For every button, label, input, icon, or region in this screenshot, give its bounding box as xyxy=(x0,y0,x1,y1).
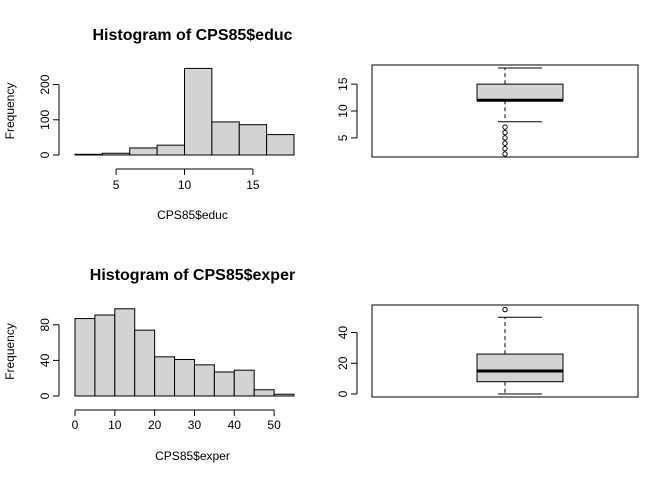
histogram-bar xyxy=(184,67,213,156)
boxplot-1: 5 10 15 xyxy=(336,64,639,158)
y-tick-label: 0 xyxy=(38,151,52,158)
plot-frame xyxy=(371,64,639,158)
outlier-point xyxy=(502,135,508,141)
x-tick-label: 0 xyxy=(72,418,79,432)
outlier-point xyxy=(502,151,508,157)
y-axis-label: Frequency xyxy=(3,323,17,380)
y-tick-label: 200 xyxy=(38,74,52,94)
histogram-bar xyxy=(174,359,195,397)
histogram-0: Histogram of CPS85$educ 0 100 200 5 10 15 CPS85… xyxy=(3,27,295,222)
histogram-bar xyxy=(94,314,116,397)
histogram-bar xyxy=(154,356,176,397)
x-tick-label: 10 xyxy=(178,178,192,192)
y-tick-label: 0 xyxy=(38,392,52,399)
y-tick-label: 40 xyxy=(38,353,52,367)
outlier-point xyxy=(502,145,508,152)
histogram-bar xyxy=(156,144,185,156)
histogram-bar xyxy=(273,393,295,397)
histogram-2: Histogram of CPS85$exper 0 40 80 0 10 20 30 40 50… xyxy=(3,267,295,463)
x-tick-label: 50 xyxy=(267,418,281,432)
boxplot-3: 0 20 40 xyxy=(336,304,639,398)
histogram-bar xyxy=(74,318,96,397)
x-axis-label: CPS85$exper xyxy=(155,449,230,463)
histogram-bar xyxy=(134,329,156,397)
histogram-bar xyxy=(211,121,240,156)
box-iqr xyxy=(476,83,564,101)
histogram-bar xyxy=(114,308,136,397)
histogram-bar xyxy=(193,364,215,397)
histogram-bar xyxy=(253,389,275,397)
histogram-bar xyxy=(74,153,103,156)
histogram-bar xyxy=(101,152,131,156)
x-tick-label: 40 xyxy=(228,418,242,432)
histogram-bar xyxy=(238,124,268,156)
x-tick-label: 5 xyxy=(113,178,120,192)
outlier-point xyxy=(502,140,508,146)
histogram-bar xyxy=(233,369,255,397)
y-tick-label: 10 xyxy=(336,104,350,118)
histogram-bar xyxy=(213,371,235,397)
x-tick-label: 10 xyxy=(108,418,122,432)
outlier-point xyxy=(502,306,508,313)
chart-title: Histogram of CPS85$educ xyxy=(92,27,292,44)
x-tick-label: 15 xyxy=(246,178,260,192)
y-tick-label: 5 xyxy=(336,134,350,141)
y-tick-label: 80 xyxy=(38,318,52,332)
y-tick-label: 20 xyxy=(336,356,350,370)
outlier-point xyxy=(502,129,508,136)
x-tick-label: 30 xyxy=(188,418,202,432)
y-tick-label: 15 xyxy=(336,77,350,91)
y-tick-label: 40 xyxy=(336,326,350,340)
plot-frame xyxy=(371,304,639,398)
y-tick-label: 100 xyxy=(38,109,52,129)
y-axis-label: Frequency xyxy=(3,83,17,140)
histogram-bar xyxy=(266,134,295,156)
histogram-bar xyxy=(129,147,158,156)
y-tick-label: 0 xyxy=(336,390,350,397)
x-tick-label: 20 xyxy=(148,418,162,432)
chart-title: Histogram of CPS85$exper xyxy=(90,267,295,284)
x-axis-label: CPS85$educ xyxy=(157,208,228,222)
box-iqr xyxy=(476,353,564,383)
outlier-point xyxy=(502,124,508,130)
